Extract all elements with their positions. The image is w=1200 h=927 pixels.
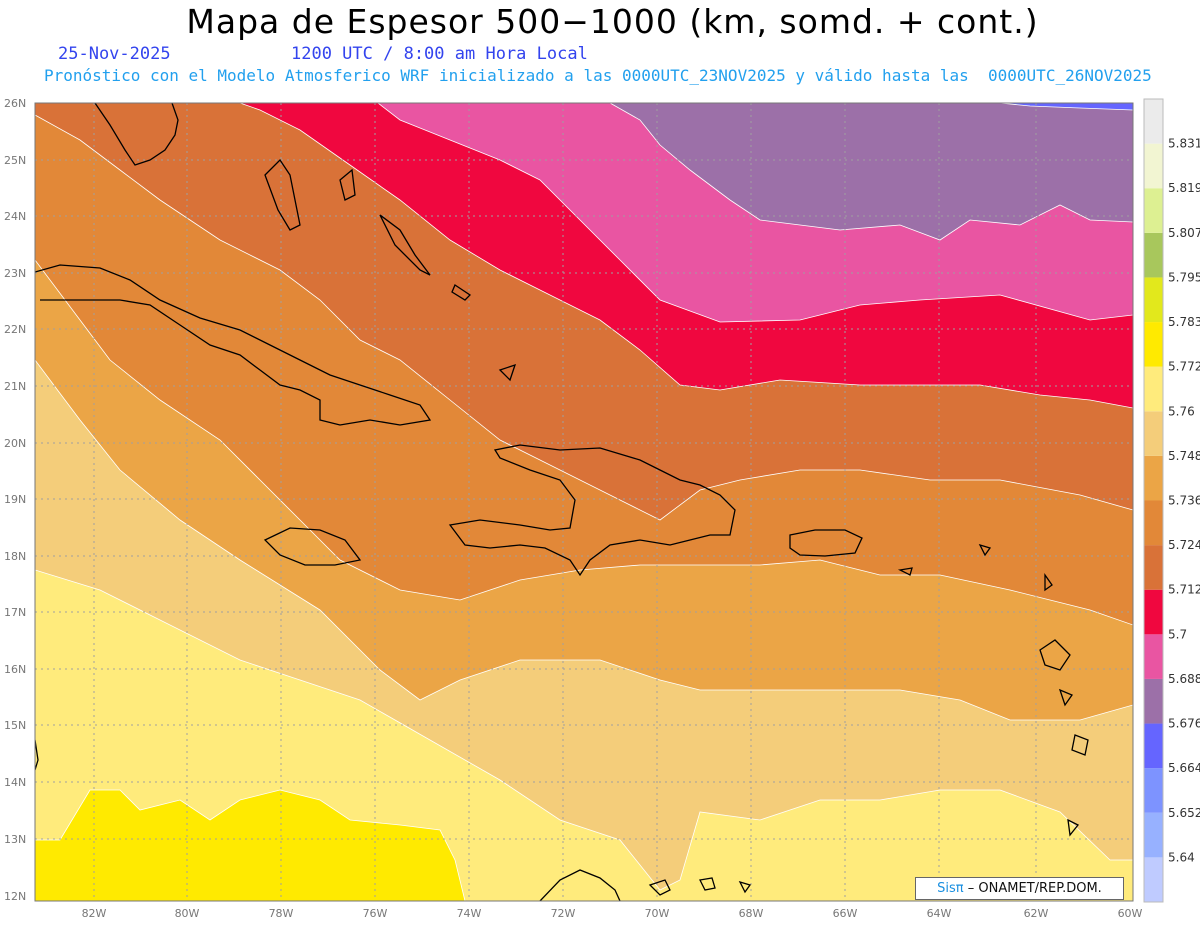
lat-label: 17N xyxy=(4,606,26,619)
colorbar-label: 5.736 xyxy=(1168,494,1200,508)
colorbar-frame xyxy=(1143,98,1164,903)
colorbar-swatch xyxy=(1144,634,1163,679)
lon-label: 68W xyxy=(739,907,764,920)
lat-label: 18N xyxy=(4,550,26,563)
lon-label: 62W xyxy=(1024,907,1049,920)
lat-label: 24N xyxy=(4,210,26,223)
map-frame xyxy=(34,102,1134,902)
lat-label: 22N xyxy=(4,323,26,336)
colorbar-label: 5.795 xyxy=(1168,270,1200,284)
latitude-labels: 12N 13N 14N 15N 16N 17N 18N 19N 20N 21N … xyxy=(4,97,26,903)
colorbar-swatch xyxy=(1144,322,1163,367)
colorbar-swatch xyxy=(1144,143,1163,189)
lat-label: 12N xyxy=(4,890,26,903)
model-subtitle: Pronóstico con el Modelo Atmosferico WRF… xyxy=(44,66,1152,85)
lon-label: 74W xyxy=(457,907,482,920)
colorbar-label: 5.772 xyxy=(1168,360,1200,374)
lon-label: 66W xyxy=(833,907,858,920)
colorbar-swatch xyxy=(1144,232,1163,278)
lon-label: 70W xyxy=(645,907,670,920)
colorbar-label: 5.664 xyxy=(1168,761,1200,775)
colorbar-swatch xyxy=(1144,188,1163,233)
colorbar-label: 5.831 xyxy=(1168,137,1200,151)
colorbar-label: 5.688 xyxy=(1168,672,1200,686)
colorbar: 5.64 5.652 5.664 5.676 5.688 5.7 5.712 5.724 5.7… xyxy=(1143,98,1200,903)
colorbar-label: 5.783 xyxy=(1168,315,1200,329)
lat-label: 14N xyxy=(4,776,26,789)
colorbar-label: 5.64 xyxy=(1168,850,1195,864)
colorbar-label: 5.652 xyxy=(1168,806,1200,820)
colorbar-swatch xyxy=(1144,277,1163,323)
lat-label: 13N xyxy=(4,833,26,846)
lon-label: 60W xyxy=(1118,907,1143,920)
colorbar-swatch xyxy=(1144,366,1163,412)
lon-label: 72W xyxy=(551,907,576,920)
colorbar-swatch xyxy=(1144,723,1163,769)
band-5676 xyxy=(609,103,1133,241)
colorbar-swatch xyxy=(1144,545,1163,590)
map-title: Mapa de Espesor 500−1000 (km, somd. + co… xyxy=(186,2,1039,41)
lat-label: 19N xyxy=(4,493,26,506)
forecast-date: 25-Nov-2025 xyxy=(58,44,171,64)
colorbar-label: 5.7 xyxy=(1168,627,1187,641)
colorbar-swatch xyxy=(1144,455,1163,501)
lon-label: 78W xyxy=(269,907,294,920)
band-5664 xyxy=(999,103,1133,111)
sispi-logo: Sisπ xyxy=(937,881,964,896)
graticule xyxy=(35,103,1133,901)
colorbar-swatch xyxy=(1144,857,1163,902)
thickness-fields xyxy=(35,103,1133,901)
credit-text: – ONAMET/REP.DOM. xyxy=(967,881,1102,896)
colorbar-swatch xyxy=(1144,500,1163,546)
colorbar-label: 5.712 xyxy=(1168,583,1200,597)
lat-label: 20N xyxy=(4,437,26,450)
lon-label: 80W xyxy=(175,907,200,920)
colorbar-label: 5.748 xyxy=(1168,449,1200,463)
credit-box: Sisπ – ONAMET/REP.DOM. xyxy=(915,877,1124,900)
lat-label: 26N xyxy=(4,97,26,110)
coastlines xyxy=(35,103,1089,901)
colorbar-label: 5.724 xyxy=(1168,538,1200,552)
colorbar-swatch xyxy=(1144,411,1163,456)
colorbar-swatch xyxy=(1144,589,1163,635)
colorbar-label: 5.807 xyxy=(1168,226,1200,240)
colorbar-swatch xyxy=(1144,768,1163,813)
colorbar-label: 5.676 xyxy=(1168,717,1200,731)
lat-label: 15N xyxy=(4,719,26,732)
longitude-labels: 82W 80W 78W 76W 74W 72W 70W 68W 66W 64W … xyxy=(82,907,1143,920)
lat-label: 16N xyxy=(4,663,26,676)
lat-label: 23N xyxy=(4,267,26,280)
lat-label: 21N xyxy=(4,380,26,393)
forecast-time: 1200 UTC / 8:00 am Hora Local xyxy=(291,44,588,64)
lat-label: 25N xyxy=(4,154,26,167)
lon-label: 76W xyxy=(363,907,388,920)
colorbar-swatch xyxy=(1144,678,1163,724)
colorbar-label: 5.819 xyxy=(1168,181,1200,195)
colorbar-label: 5.76 xyxy=(1168,404,1195,418)
band-5772 xyxy=(35,789,466,901)
lon-label: 82W xyxy=(82,907,107,920)
colorbar-swatch xyxy=(1144,99,1163,144)
colorbar-swatch xyxy=(1144,812,1163,858)
lon-label: 64W xyxy=(927,907,952,920)
